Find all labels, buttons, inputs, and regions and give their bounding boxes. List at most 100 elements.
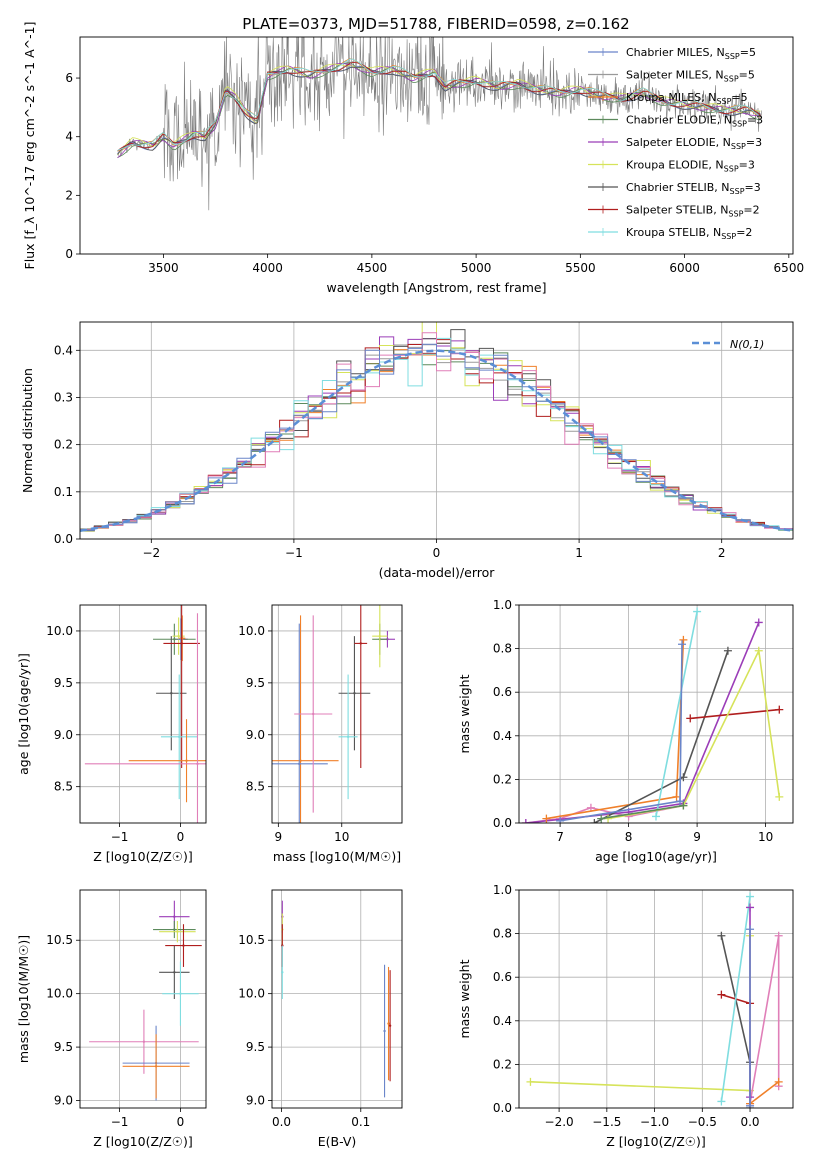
legend-subscript: SSP: [732, 120, 747, 129]
data-point: [312, 712, 315, 716]
data-point: [346, 735, 350, 739]
legend-subscript: SSP: [728, 210, 743, 219]
data-point: [299, 759, 302, 762]
weight-line-kroupa-stelib: [655, 611, 698, 817]
ebv-mass-chart: 0.0 0.1 9.0 9.5 10.0 10.5 E(B-V): [238, 889, 403, 1149]
legend-entry: Chabrier MILES, NSSP=5: [626, 46, 756, 61]
x-tick-label: −2.0: [545, 1115, 574, 1129]
y-tick-label: 9.5: [246, 1040, 265, 1054]
plot-area: [80, 322, 793, 532]
legend-count: =5: [731, 91, 747, 104]
axes-frame: [79, 321, 794, 540]
legend-subscript: SSP: [725, 52, 740, 61]
y-tick-label: 9.5: [246, 676, 265, 690]
x-tick-label: −0.5: [688, 1115, 717, 1129]
plus-marker: [746, 903, 755, 912]
x-tick-label: 0.1: [351, 1115, 370, 1129]
axes-frame: [79, 36, 794, 255]
z-age-chart: −1 0 8.5 9.0 9.5 10.0 Z [log10(Z/Z☉)] age [log1…: [16, 604, 207, 864]
legend-entry: Kroupa ELODIE, NSSP=3: [626, 159, 755, 174]
x-tick-label: 5000: [461, 261, 492, 275]
plus-marker: [679, 635, 688, 644]
data-point: [177, 634, 180, 638]
plus-marker: [754, 618, 763, 627]
y-tick-label: 10.0: [46, 987, 73, 1001]
y-axis-label: mass weight: [457, 674, 472, 753]
y-tick-label: 9.5: [54, 676, 73, 690]
x-tick-label: −1: [111, 1115, 129, 1129]
plus-marker: [678, 640, 687, 649]
plot-area: [89, 900, 202, 1101]
weight-line-kroupa-stelib: [720, 896, 751, 1102]
y-tick-label: 10.0: [46, 624, 73, 638]
legend-entry: Kroupa MILES, NSSP=5: [626, 91, 748, 106]
axes-frame: [518, 604, 794, 824]
legend-entry: Salpeter MILES, NSSP=5: [626, 69, 755, 84]
plus-marker: [723, 646, 732, 655]
plot-area: [84, 605, 206, 823]
x-axis-label: Z [log10(Z/Z☉)]: [606, 1134, 706, 1149]
weight-line-kroupa-miles: [546, 639, 685, 820]
x-tick-label: 4500: [357, 261, 388, 275]
y-tick-label: 1.0: [493, 598, 512, 612]
y-tick-label: 0.6: [493, 970, 512, 984]
legend-entry: Kroupa STELIB, NSSP=2: [626, 226, 752, 241]
legend-subscript: SSP: [721, 232, 736, 241]
axes-frame: [79, 889, 207, 1109]
weight-line-chabrier-elodie: [601, 804, 684, 820]
y-tick-label: 0.8: [493, 927, 512, 941]
plot-area: [521, 607, 784, 823]
data-point: [173, 971, 176, 974]
data-point: [154, 1065, 158, 1068]
legend-count: =3: [745, 181, 761, 194]
z-weight-chart: −2.0 −1.5 −1.0 −0.5 0.0 0.0 0.2 0.4 0.6 0.8 1.0 Z […: [457, 883, 794, 1149]
plus-marker: [717, 931, 726, 940]
x-tick-label: −2: [142, 546, 160, 560]
y-axis-label: Normed distribution: [20, 368, 35, 493]
x-tick-label: 5500: [565, 261, 596, 275]
y-axis-label: mass [log10(M/M☉)]: [16, 935, 31, 1063]
plus-marker: [672, 792, 681, 801]
y-tick-label: 0.1: [54, 485, 73, 499]
x-tick-label: 9: [693, 830, 701, 844]
y-tick-label: 0.2: [493, 772, 512, 786]
y-axis-label: Flux [f_λ 10^-17 erg cm^-2 s^-1 A^-1]: [22, 22, 37, 270]
data-point: [196, 762, 199, 766]
data-point: [170, 692, 173, 695]
legend-entry: Chabrier ELODIE, NSSP=3: [626, 114, 763, 129]
data-point: [378, 634, 382, 638]
y-tick-label: 0.8: [493, 642, 512, 656]
weight-line-chabrier-stelib: [720, 935, 751, 1108]
plus-marker: [590, 819, 599, 823]
plus-marker: [675, 797, 684, 806]
data-point: [180, 642, 183, 645]
plus-marker: [746, 892, 755, 901]
x-tick-label: 10: [758, 830, 773, 844]
y-tick-label: 1.0: [493, 883, 512, 897]
y-tick-label: 0.0: [493, 816, 512, 830]
weight-line-chabrier-stelib: [594, 650, 729, 823]
axes-frame: [271, 604, 403, 824]
legend-entry: N(0,1): [730, 338, 764, 351]
legend-entry: Chabrier STELIB, NSSP=3: [626, 181, 761, 196]
weight-line-salpeter-stelib: [690, 708, 780, 720]
data-point: [353, 692, 356, 695]
x-tick-label: 4000: [252, 261, 283, 275]
plus-marker: [693, 607, 702, 616]
plus-marker: [746, 925, 755, 934]
y-tick-label: 9.0: [246, 728, 265, 742]
y-tick-label: 9.0: [54, 1094, 73, 1108]
x-axis-label: (data-model)/error: [379, 565, 496, 580]
data-point: [383, 1029, 386, 1033]
x-tick-label: 3500: [148, 261, 179, 275]
model-kroupa-stelib: [117, 58, 761, 151]
z-mass-chart: −1 0 9.0 9.5 10.0 10.5 Z [log10(Z/Z☉)] mass [lo…: [16, 889, 207, 1149]
data-point: [359, 642, 362, 645]
y-tick-label: 8.5: [246, 780, 265, 794]
residuals-chart: −2 −1 0 1 2 0.0 0.1 0.2 0.3 0.4 (data-model)/error…: [20, 321, 794, 580]
observed-spectrum: [117, 37, 762, 211]
x-tick-label: 6000: [669, 261, 700, 275]
plus-marker: [775, 792, 784, 801]
y-tick-label: 0.0: [54, 532, 73, 546]
